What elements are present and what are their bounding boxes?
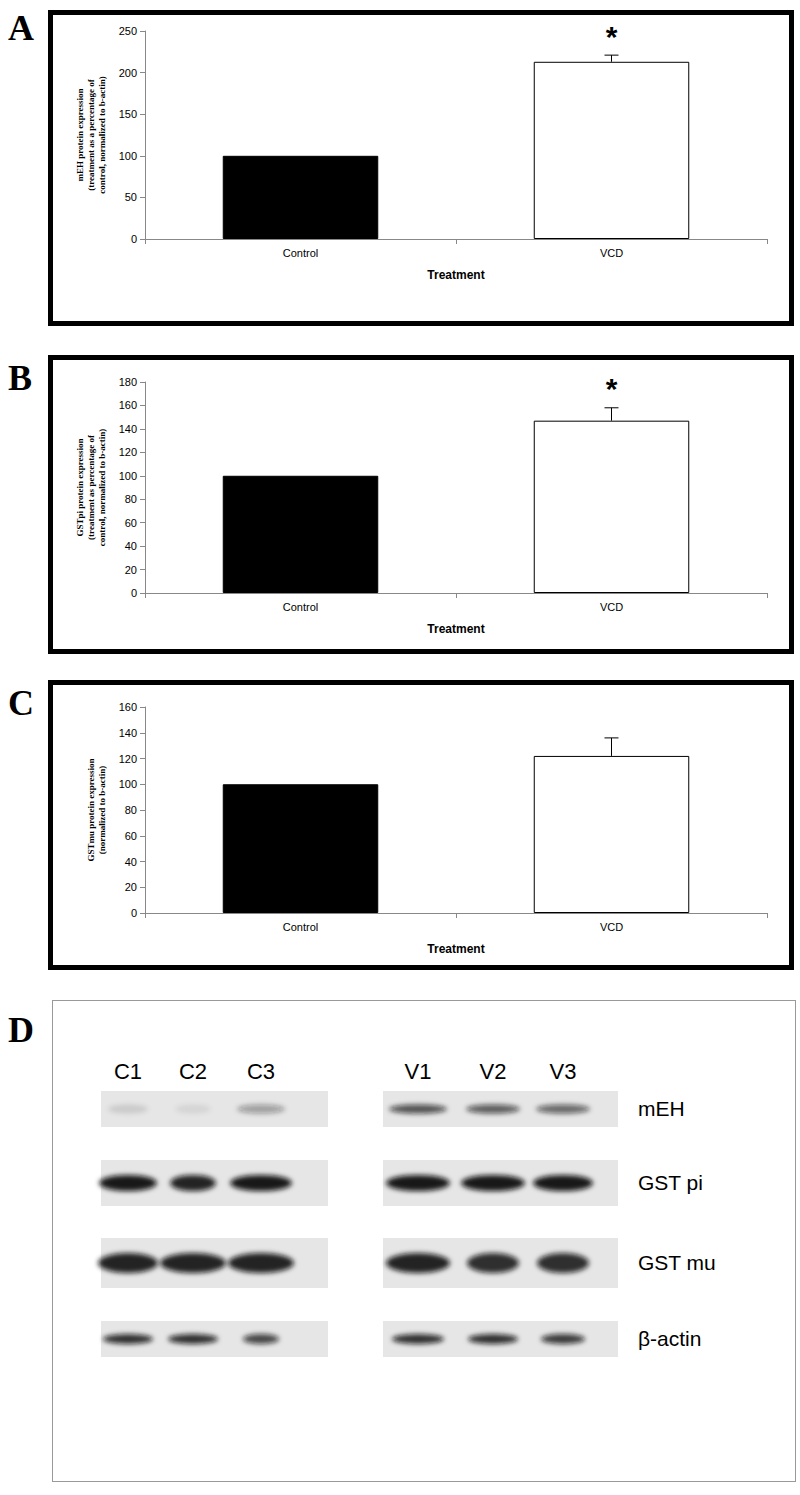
- svg-text:Control: Control: [283, 921, 318, 933]
- html-text:B: B: [8, 358, 32, 398]
- html-text:C: C: [8, 683, 34, 723]
- svg-text:150: 150: [119, 108, 137, 120]
- svg-text:20: 20: [125, 564, 137, 576]
- svg-text:VCD: VCD: [600, 921, 623, 933]
- svg-text:Treatment: Treatment: [427, 622, 484, 636]
- svg-text:mEH protein expression: mEH protein expression: [75, 88, 85, 181]
- svg-text:100: 100: [119, 470, 137, 482]
- svg-text:V3: V3: [550, 1059, 577, 1084]
- svg-text:Control: Control: [283, 247, 318, 259]
- svg-text:200: 200: [119, 67, 137, 79]
- svg-text:20: 20: [125, 881, 137, 893]
- svg-text:Control: Control: [283, 601, 318, 613]
- svg-text:60: 60: [125, 517, 137, 529]
- svg-text:V2: V2: [480, 1059, 507, 1084]
- svg-text:0: 0: [131, 907, 137, 919]
- svg-text:40: 40: [125, 856, 137, 868]
- svg-text:(treatment as percentage of: (treatment as percentage of: [86, 434, 96, 540]
- svg-text:160: 160: [119, 399, 137, 411]
- svg-text:(normalized to b-actin): (normalized to b-actin): [97, 766, 107, 854]
- svg-text:β-actin: β-actin: [638, 1327, 701, 1350]
- svg-text:GST pi: GST pi: [638, 1171, 703, 1194]
- html-text:A: A: [8, 8, 34, 48]
- svg-text:120: 120: [119, 446, 137, 458]
- svg-text:0: 0: [131, 587, 137, 599]
- svg-text:*: *: [606, 372, 618, 405]
- svg-text:GSTpi protein expression: GSTpi protein expression: [75, 438, 85, 536]
- svg-text:80: 80: [125, 493, 137, 505]
- svg-text:C1: C1: [114, 1059, 142, 1084]
- svg-text:*: *: [606, 20, 618, 53]
- svg-text:mEH: mEH: [638, 1097, 685, 1120]
- svg-text:VCD: VCD: [600, 247, 623, 259]
- svg-text:120: 120: [119, 753, 137, 765]
- svg-text:100: 100: [119, 778, 137, 790]
- svg-text:VCD: VCD: [600, 601, 623, 613]
- svg-text:C2: C2: [179, 1059, 207, 1084]
- svg-text:50: 50: [125, 191, 137, 203]
- svg-text:140: 140: [119, 423, 137, 435]
- svg-text:60: 60: [125, 830, 137, 842]
- svg-text:GST mu: GST mu: [638, 1251, 716, 1274]
- svg-text:100: 100: [119, 150, 137, 162]
- svg-text:80: 80: [125, 804, 137, 816]
- svg-text:C3: C3: [247, 1059, 275, 1084]
- svg-text:GSTmu protein expression: GSTmu protein expression: [86, 758, 96, 861]
- svg-text:V1: V1: [405, 1059, 432, 1084]
- svg-text:Treatment: Treatment: [427, 942, 484, 956]
- svg-text:control, normalized to b-actin: control, normalized to b-actin): [97, 76, 107, 193]
- svg-text:Treatment: Treatment: [427, 268, 484, 282]
- svg-text:160: 160: [119, 701, 137, 713]
- svg-text:0: 0: [131, 233, 137, 245]
- svg-text:250: 250: [119, 25, 137, 37]
- svg-text:180: 180: [119, 376, 137, 388]
- html-text:D: D: [8, 1010, 34, 1050]
- svg-text:140: 140: [119, 727, 137, 739]
- svg-text:40: 40: [125, 540, 137, 552]
- svg-text:control, normalized to b-actin: control, normalized to b-actin): [97, 429, 107, 546]
- svg-text:(treatment as a percentage of: (treatment as a percentage of: [86, 78, 96, 191]
